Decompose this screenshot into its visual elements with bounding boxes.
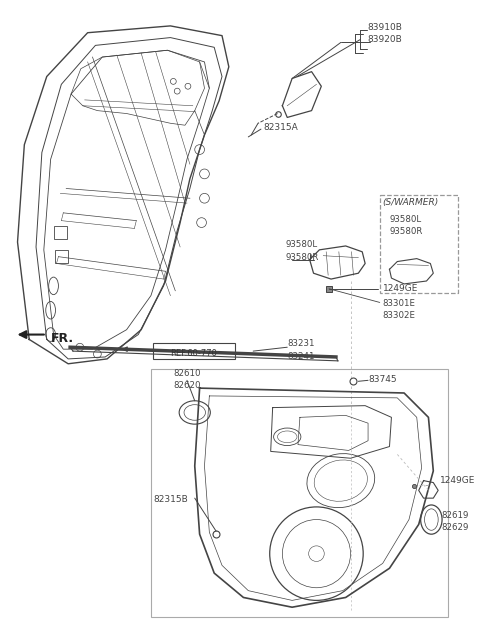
Text: 93580L
93580R: 93580L 93580R <box>389 215 423 236</box>
Text: 83745: 83745 <box>368 375 396 385</box>
Text: FR.: FR. <box>50 332 74 345</box>
Text: (S/WARMER): (S/WARMER) <box>383 198 439 207</box>
Text: 83301E
83302E: 83301E 83302E <box>383 299 416 320</box>
Text: 82315A: 82315A <box>263 124 298 132</box>
Text: 82610
82620: 82610 82620 <box>173 369 201 390</box>
Text: 82619
82629: 82619 82629 <box>441 511 468 533</box>
Text: 1249GE: 1249GE <box>383 284 418 293</box>
Text: 1249GE: 1249GE <box>440 476 476 485</box>
Text: 83910B
83920B: 83910B 83920B <box>367 23 402 45</box>
Text: 93580L
93580R: 93580L 93580R <box>285 240 319 262</box>
Text: 82315B: 82315B <box>154 495 189 505</box>
Text: REF.60-770: REF.60-770 <box>170 349 217 358</box>
Text: 83231
83241: 83231 83241 <box>287 340 315 361</box>
